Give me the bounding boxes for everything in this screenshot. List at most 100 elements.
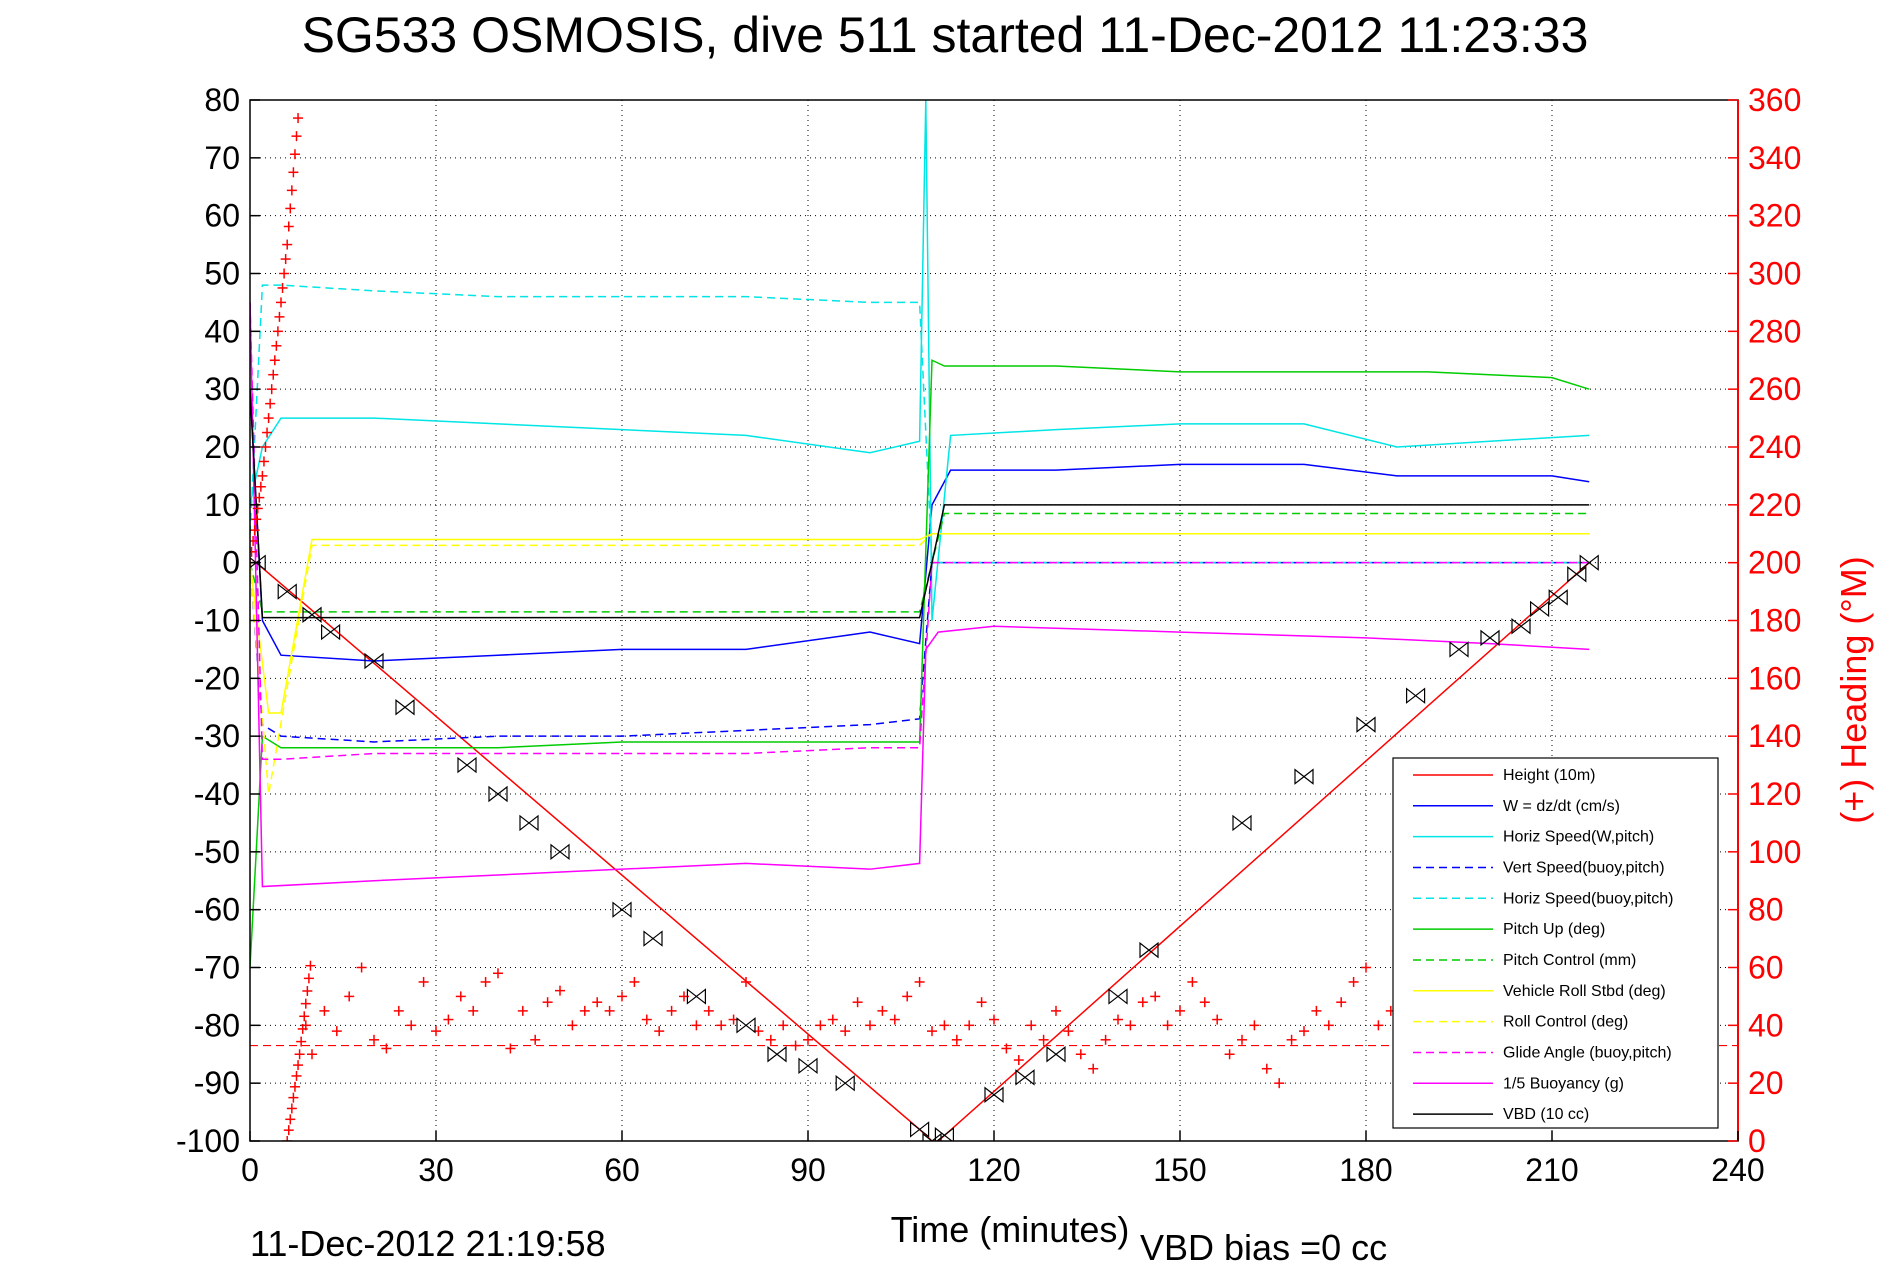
series-line-7 — [250, 533, 1590, 714]
heading-point — [778, 1020, 789, 1031]
y-right-tick-label: 60 — [1748, 950, 1784, 986]
series-line-1 — [250, 389, 1590, 662]
legend-label: Pitch Up (deg) — [1503, 921, 1605, 938]
heading-point — [579, 1005, 590, 1016]
height-marker — [302, 606, 322, 623]
heading-point — [276, 297, 286, 308]
heading-point — [691, 1020, 702, 1031]
heading-point — [356, 962, 367, 973]
heading-point — [741, 976, 751, 987]
heading-point — [265, 398, 276, 409]
series-line-5 — [250, 359, 1590, 968]
series-line-3 — [250, 561, 1590, 743]
y-right-tick-label: 40 — [1748, 1007, 1784, 1043]
heading-point — [1249, 1020, 1260, 1031]
height-marker — [1529, 600, 1550, 618]
y-tick-label: 70 — [204, 140, 240, 176]
legend-label: W = dz/dt (cm/s) — [1503, 798, 1620, 815]
heading-point — [291, 131, 302, 142]
heading-point — [1323, 1020, 1334, 1031]
height-marker — [1480, 629, 1500, 647]
heading-point — [283, 221, 294, 232]
heading-point — [951, 1034, 962, 1045]
legend-box — [1392, 757, 1719, 1129]
heading-point — [1274, 1078, 1285, 1089]
heading-point — [286, 1103, 297, 1114]
heading-point — [517, 1005, 528, 1016]
heading-point — [765, 1034, 776, 1045]
y-tick-label: -80 — [194, 1007, 240, 1043]
heading-point — [604, 1005, 615, 1016]
heading-point — [299, 1011, 310, 1022]
heading-point — [1100, 1034, 1111, 1045]
series-line-2 — [250, 100, 1590, 621]
y-tick-label: 60 — [204, 198, 240, 234]
y-right-tick-label: 360 — [1748, 82, 1801, 118]
heading-point — [296, 1036, 307, 1047]
heading-point — [1212, 1014, 1223, 1025]
y-tick-label: -70 — [194, 950, 240, 986]
x-axis-label: Time (minutes) — [891, 1209, 1130, 1250]
heading-point — [286, 185, 297, 196]
heading-point — [455, 991, 466, 1002]
heading-point — [263, 413, 274, 424]
x-tick-label: 0 — [241, 1152, 259, 1188]
heading-point — [282, 239, 293, 250]
heading-point — [889, 1014, 900, 1025]
heading-point — [288, 167, 299, 178]
y-right-tick-label: 140 — [1748, 718, 1801, 754]
y-tick-label: -60 — [194, 892, 240, 928]
y-right-tick-label: 20 — [1748, 1065, 1784, 1101]
heading-point — [303, 973, 314, 984]
heading-point — [406, 1020, 417, 1031]
series-line-11 — [250, 389, 1590, 619]
height-marker — [488, 785, 508, 803]
heading-point — [1224, 1049, 1235, 1060]
y-tick-label: 50 — [204, 256, 240, 292]
heading-point — [266, 384, 277, 395]
heading-point — [505, 1043, 516, 1054]
height-marker — [1015, 1069, 1035, 1086]
y-right-tick-label: 160 — [1748, 660, 1801, 696]
y-tick-label: -90 — [194, 1065, 240, 1101]
heading-point — [300, 998, 311, 1009]
heading-point — [480, 976, 491, 987]
height-marker — [395, 699, 415, 716]
heading-point — [939, 1020, 950, 1031]
legend-label: VBD (10 cc) — [1503, 1106, 1589, 1123]
y-right-tick-label: 260 — [1748, 371, 1801, 407]
height-marker — [1567, 566, 1587, 583]
heading-point — [1001, 1043, 1012, 1054]
x-tick-label: 240 — [1711, 1152, 1764, 1188]
heading-point — [617, 991, 627, 1002]
heading-point — [297, 1023, 308, 1034]
heading-point — [250, 525, 260, 536]
legend-label: 1/5 Buoyancy (g) — [1503, 1075, 1624, 1092]
legend-label: Vert Speed(buoy,pitch) — [1503, 859, 1665, 876]
heading-point — [641, 1014, 652, 1025]
heading-point — [654, 1026, 665, 1037]
heading-point — [865, 1020, 875, 1031]
legend: Height (10m) W = dz/dt (cm/s) Horiz Speed(… — [1392, 757, 1719, 1129]
y-axis-left: 80 70 60 50 40 30 20 10 0 -10 -20 -30 -40 -50 -60 -70 -8… — [176, 82, 260, 1159]
x-tick-label: 120 — [967, 1152, 1020, 1188]
heading-point — [555, 985, 565, 996]
heading-point — [852, 997, 863, 1008]
heading-point — [418, 976, 429, 987]
heading-point — [1113, 1014, 1123, 1025]
height-marker — [1139, 941, 1159, 959]
heading-point — [269, 355, 280, 366]
heading-point — [255, 481, 266, 492]
heading-point — [258, 456, 269, 467]
heading-point — [815, 1020, 826, 1031]
heading-point — [1013, 1055, 1024, 1066]
y-right-tick-label: 0 — [1748, 1123, 1766, 1159]
heading-point — [1373, 1020, 1384, 1031]
x-tick-label: 60 — [604, 1152, 640, 1188]
y-right-tick-label: 220 — [1748, 487, 1801, 523]
x-tick-label: 90 — [790, 1152, 826, 1188]
height-marker — [1511, 618, 1531, 635]
heading-point — [914, 976, 925, 987]
y-tick-label: -50 — [194, 834, 240, 870]
heading-point — [1187, 976, 1198, 987]
